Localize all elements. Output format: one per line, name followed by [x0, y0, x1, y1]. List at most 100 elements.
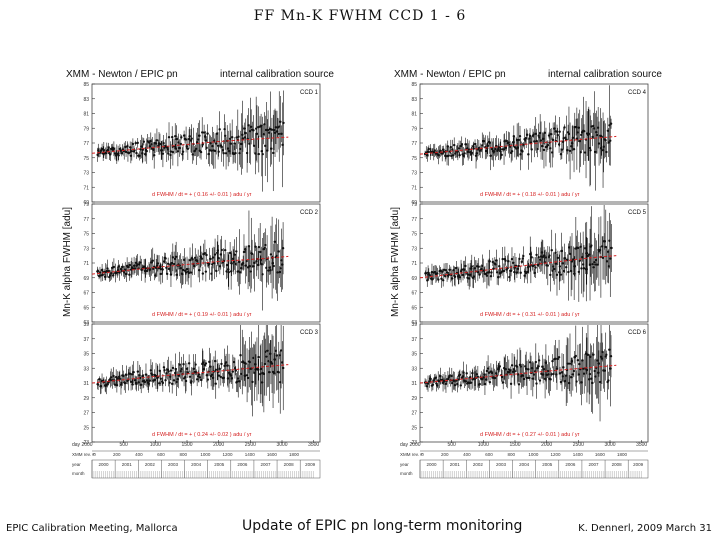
data-point: [583, 372, 586, 375]
data-point: [472, 147, 475, 150]
data-point: [239, 354, 242, 357]
rev-tick-label: 400: [463, 452, 471, 457]
data-point: [428, 274, 432, 277]
data-point: [470, 265, 473, 268]
data-point: [610, 246, 613, 250]
data-point: [537, 365, 540, 368]
data-point: [478, 382, 481, 386]
data-point: [173, 371, 177, 375]
slope-annotation: d FWHM / dt = + ( 0.18 +/- 0.01 ) adu / …: [480, 192, 580, 198]
data-point: [165, 272, 169, 276]
data-point: [245, 374, 249, 377]
data-point: [213, 253, 217, 256]
data-point: [204, 362, 208, 365]
data-point: [597, 371, 600, 374]
data-point: [238, 271, 242, 274]
data-point: [261, 152, 264, 156]
data-point: [486, 367, 490, 370]
data-point: [550, 132, 553, 136]
data-point: [525, 376, 529, 380]
data-point: [254, 245, 257, 248]
x-tick-label: 3500: [636, 442, 647, 448]
data-point: [265, 355, 268, 358]
data-point: [425, 385, 429, 388]
data-point: [593, 260, 596, 264]
data-point: [458, 276, 462, 279]
data-point: [553, 127, 556, 130]
data-point: [184, 379, 188, 383]
data-point: [197, 373, 201, 376]
data-point: [497, 146, 501, 149]
data-point: [489, 275, 493, 278]
data-point: [475, 152, 478, 155]
data-point: [176, 378, 179, 381]
data-point: [490, 147, 494, 151]
data-point: [563, 257, 567, 260]
data-point: [546, 143, 550, 147]
rev-tick-label: 200: [113, 452, 121, 457]
data-point: [167, 136, 171, 139]
y-axis-label: Mn-K alpha FWHM [adu]: [62, 207, 73, 317]
data-point: [533, 140, 536, 143]
y-tick-label: 69: [83, 276, 89, 282]
data-point: [594, 150, 597, 154]
data-point: [445, 271, 449, 274]
year-label: 2001: [122, 462, 133, 467]
data-point: [527, 265, 531, 268]
data-point: [211, 144, 214, 148]
data-point: [257, 355, 260, 359]
data-point: [172, 262, 176, 266]
data-point: [205, 253, 208, 257]
data-point: [576, 246, 579, 250]
data-point: [500, 153, 503, 157]
data-point: [559, 380, 563, 384]
rev-tick-label: 1400: [245, 452, 256, 457]
data-point: [278, 270, 281, 274]
data-point: [455, 266, 458, 270]
data-point: [161, 152, 165, 155]
data-point: [275, 354, 278, 357]
data-point: [596, 263, 599, 266]
y-tick-label: 23: [83, 440, 89, 446]
data-point: [208, 149, 211, 152]
data-point: [259, 258, 262, 262]
data-point: [112, 147, 116, 150]
data-point: [164, 257, 167, 260]
data-point: [218, 128, 221, 131]
y-tick-label: 85: [411, 82, 417, 88]
data-point: [602, 145, 605, 148]
data-point: [244, 131, 247, 135]
x-tick-label: 3000: [604, 442, 615, 448]
data-point: [178, 146, 181, 150]
rev-tick-label: 1800: [617, 452, 628, 457]
data-point: [550, 373, 553, 376]
data-point: [597, 362, 601, 365]
data-point: [431, 278, 434, 281]
data-point: [220, 248, 223, 252]
data-point: [518, 135, 522, 138]
y-tick-label: 37: [83, 337, 89, 343]
data-point: [278, 125, 281, 128]
data-point: [559, 273, 563, 276]
data-point: [453, 275, 457, 278]
data-point: [487, 371, 491, 374]
data-point: [125, 373, 128, 376]
trend-line: [419, 135, 617, 155]
data-point: [535, 139, 538, 143]
data-point: [281, 246, 285, 250]
data-point: [496, 149, 499, 153]
data-point: [128, 372, 132, 375]
data-point: [232, 360, 236, 364]
data-point: [432, 150, 435, 154]
data-point: [280, 132, 283, 136]
year-label: 2000: [427, 462, 438, 467]
y-tick-label: 25: [83, 425, 89, 431]
data-point: [170, 261, 174, 265]
y-tick-label: 77: [83, 141, 89, 147]
data-point: [259, 367, 263, 371]
slope-annotation: d FWHM / dt = + ( 0.19 +/- 0.01 ) adu / …: [152, 312, 252, 318]
data-point: [156, 376, 160, 379]
data-point: [564, 374, 568, 377]
data-point: [424, 271, 428, 275]
data-point: [167, 370, 170, 373]
